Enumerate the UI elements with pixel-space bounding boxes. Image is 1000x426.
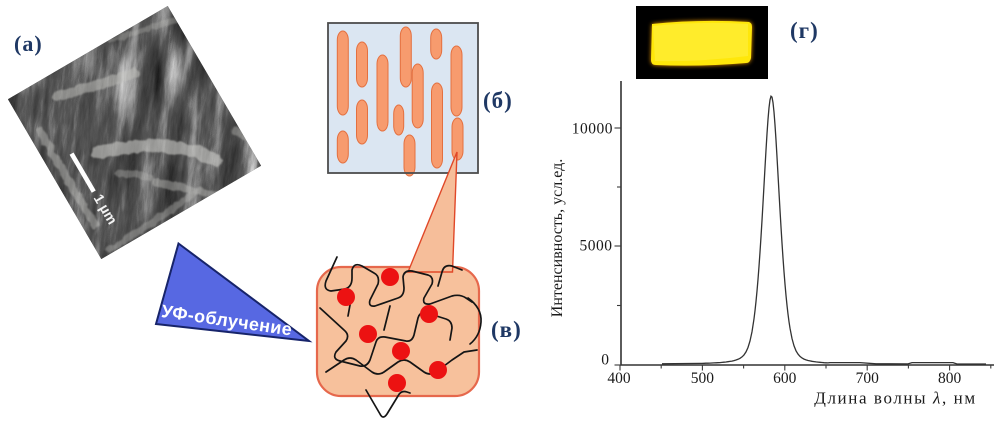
svg-text:Интенсивность, усл.ед.: Интенсивность, усл.ед. bbox=[549, 159, 566, 317]
svg-text:Длина волны λ, нм: Длина волны λ, нм bbox=[814, 389, 976, 408]
svg-text:5000: 5000 bbox=[580, 237, 613, 254]
svg-text:600: 600 bbox=[773, 370, 797, 387]
svg-text:700: 700 bbox=[856, 370, 880, 387]
svg-text:10000: 10000 bbox=[572, 120, 613, 137]
svg-text:800: 800 bbox=[938, 370, 962, 387]
svg-text:500: 500 bbox=[691, 370, 715, 387]
svg-text:0: 0 bbox=[601, 352, 609, 369]
svg-text:400: 400 bbox=[607, 370, 631, 387]
